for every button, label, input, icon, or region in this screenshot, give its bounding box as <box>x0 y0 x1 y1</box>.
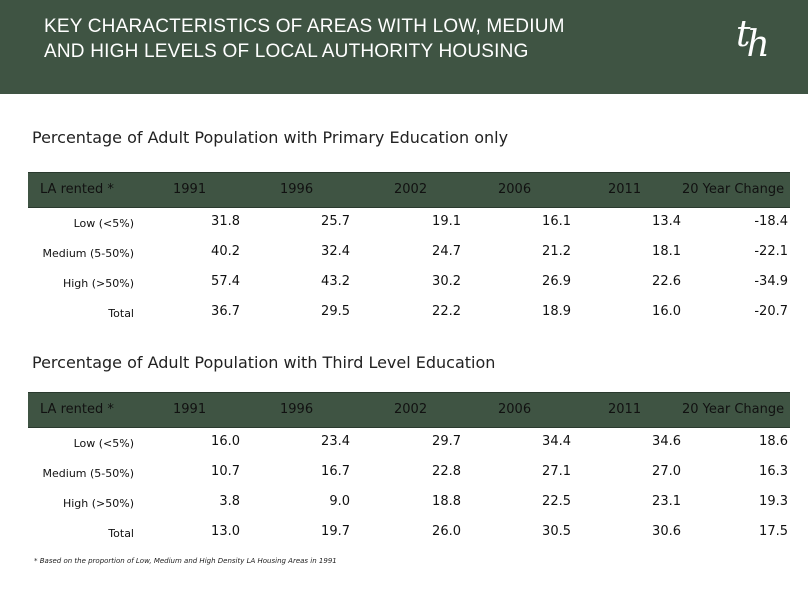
header-1991: 1991 <box>173 182 207 197</box>
cell-value: 22.5 <box>542 494 571 509</box>
header-2006: 2006 <box>498 402 532 417</box>
slide-title-line-2: AND HIGH LEVELS OF LOCAL AUTHORITY HOUSI… <box>44 41 529 62</box>
cell-value: 21.2 <box>542 244 571 259</box>
cell-value: 13.4 <box>652 214 681 229</box>
cell-value: 27.1 <box>542 464 571 479</box>
table-row: High (>50%) 57.4 43.2 30.2 26.9 22.6 -34… <box>28 268 790 298</box>
cell-value: 26.0 <box>432 524 461 539</box>
title-banner: KEY CHARACTERISTICS OF AREAS WITH LOW, M… <box>0 0 808 94</box>
logo-letter-h: h <box>746 24 770 65</box>
header-la-rented: LA rented * <box>40 402 114 417</box>
cell-value: 30.2 <box>432 274 461 289</box>
cell-value: -18.4 <box>754 214 788 229</box>
cell-value: 34.6 <box>652 434 681 449</box>
cell-value: 13.0 <box>211 524 240 539</box>
th-logo: th <box>736 14 774 65</box>
cell-value: 32.4 <box>321 244 350 259</box>
cell-value: 26.9 <box>542 274 571 289</box>
cell-value: 40.2 <box>211 244 240 259</box>
cell-value: 18.9 <box>542 304 571 319</box>
cell-value: 9.0 <box>329 494 350 509</box>
cell-value: 43.2 <box>321 274 350 289</box>
table2-title: Percentage of Adult Population with Thir… <box>32 353 496 372</box>
cell-value: 18.6 <box>759 434 788 449</box>
header-2011: 2011 <box>608 402 642 417</box>
row-label: Medium (5-50%) <box>42 247 134 260</box>
cell-value: 18.1 <box>652 244 681 259</box>
cell-value: 16.0 <box>211 434 240 449</box>
table-row: Medium (5-50%) 10.7 16.7 22.8 27.1 27.0 … <box>28 458 790 488</box>
row-label: High (>50%) <box>62 277 134 290</box>
row-label: Low (<5%) <box>73 437 134 450</box>
cell-value: 34.4 <box>542 434 571 449</box>
cell-value: 16.3 <box>759 464 788 479</box>
cell-value: 16.7 <box>321 464 350 479</box>
cell-value: -34.9 <box>754 274 788 289</box>
cell-value: 22.8 <box>432 464 461 479</box>
cell-value: 17.5 <box>759 524 788 539</box>
slide-title-line-1: KEY CHARACTERISTICS OF AREAS WITH LOW, M… <box>44 16 565 37</box>
cell-value: 19.1 <box>432 214 461 229</box>
table-row: Medium (5-50%) 40.2 32.4 24.7 21.2 18.1 … <box>28 238 790 268</box>
row-label: High (>50%) <box>62 497 134 510</box>
header-2002: 2002 <box>394 402 428 417</box>
cell-value: 29.7 <box>432 434 461 449</box>
header-1996: 1996 <box>280 182 314 197</box>
header-2002: 2002 <box>394 182 428 197</box>
slide-title: KEY CHARACTERISTICS OF AREAS WITH LOW, M… <box>44 14 704 64</box>
cell-value: 36.7 <box>211 304 240 319</box>
header-2011: 2011 <box>608 182 642 197</box>
cell-value: -22.1 <box>754 244 788 259</box>
table-row: Total 13.0 19.7 26.0 30.5 30.6 17.5 <box>28 518 790 548</box>
third-level-education-table: LA rented * 1991 1996 2002 2006 2011 20 … <box>28 392 790 548</box>
logo-letter-t: t <box>736 14 751 55</box>
table-row: Low (<5%) 31.8 25.7 19.1 16.1 13.4 -18.4 <box>28 208 790 238</box>
table-header-row: LA rented * 1991 1996 2002 2006 2011 20 … <box>28 392 790 428</box>
table-header-row: LA rented * 1991 1996 2002 2006 2011 20 … <box>28 172 790 208</box>
header-2006: 2006 <box>498 182 532 197</box>
cell-value: 30.6 <box>652 524 681 539</box>
cell-value: 27.0 <box>652 464 681 479</box>
row-label: Low (<5%) <box>73 217 134 230</box>
cell-value: 29.5 <box>321 304 350 319</box>
cell-value: 30.5 <box>542 524 571 539</box>
primary-education-table: LA rented * 1991 1996 2002 2006 2011 20 … <box>28 172 790 328</box>
cell-value: 16.0 <box>652 304 681 319</box>
header-la-rented: LA rented * <box>40 182 114 197</box>
table-row: High (>50%) 3.8 9.0 18.8 22.5 23.1 19.3 <box>28 488 790 518</box>
row-label: Medium (5-50%) <box>42 467 134 480</box>
row-label: Total <box>108 307 134 320</box>
cell-value: 16.1 <box>542 214 571 229</box>
cell-value: 19.3 <box>759 494 788 509</box>
cell-value: 22.6 <box>652 274 681 289</box>
cell-value: 23.4 <box>321 434 350 449</box>
table-row: Total 36.7 29.5 22.2 18.9 16.0 -20.7 <box>28 298 790 328</box>
cell-value: -20.7 <box>754 304 788 319</box>
cell-value: 23.1 <box>652 494 681 509</box>
cell-value: 22.2 <box>432 304 461 319</box>
header-1991: 1991 <box>173 402 207 417</box>
header-1996: 1996 <box>280 402 314 417</box>
cell-value: 31.8 <box>211 214 240 229</box>
cell-value: 19.7 <box>321 524 350 539</box>
header-20-year-change: 20 Year Change <box>682 182 785 197</box>
table-row: Low (<5%) 16.0 23.4 29.7 34.4 34.6 18.6 <box>28 428 790 458</box>
cell-value: 24.7 <box>432 244 461 259</box>
table1-title: Percentage of Adult Population with Prim… <box>32 128 509 147</box>
cell-value: 18.8 <box>432 494 461 509</box>
cell-value: 3.8 <box>219 494 240 509</box>
cell-value: 25.7 <box>321 214 350 229</box>
footnote: * Based on the proportion of Low, Medium… <box>34 557 337 565</box>
cell-value: 57.4 <box>211 274 240 289</box>
cell-value: 10.7 <box>211 464 240 479</box>
row-label: Total <box>108 527 134 540</box>
header-20-year-change: 20 Year Change <box>682 402 785 417</box>
